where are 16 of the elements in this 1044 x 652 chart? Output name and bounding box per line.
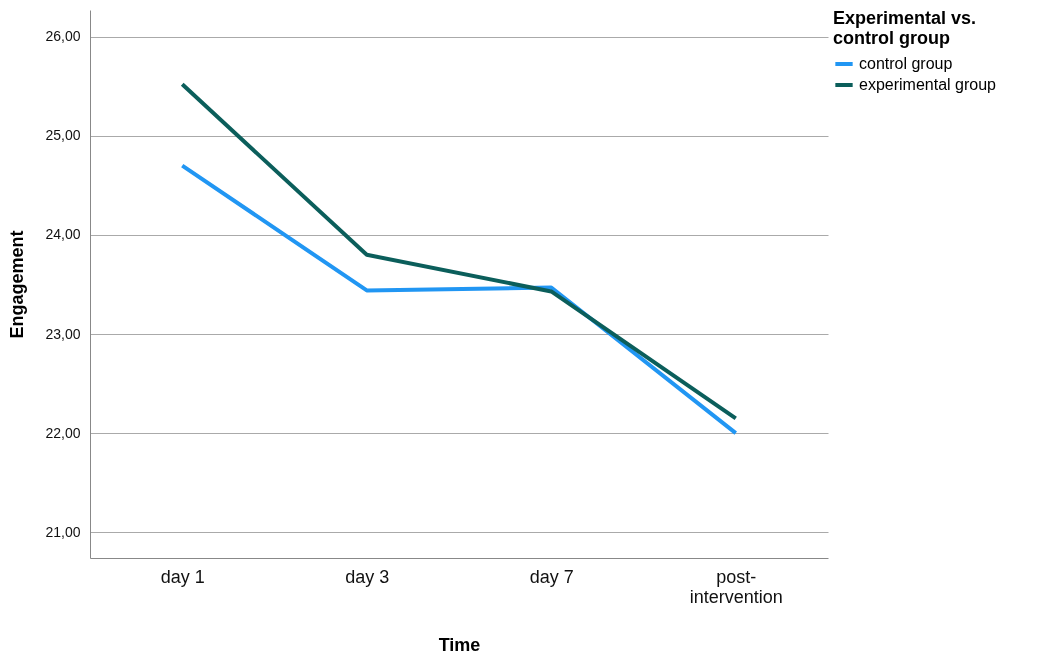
y-axis-title: Engagement	[7, 230, 28, 339]
y-tick-label: 22,00	[45, 424, 81, 441]
line-series	[180, 82, 738, 421]
y-tick-label: 25,00	[45, 127, 81, 144]
legend-label: experimental group	[859, 76, 997, 93]
x-axis-title: Time	[438, 634, 481, 652]
legend-label: control group	[859, 55, 953, 72]
y-tick-label: 24,00	[45, 226, 81, 243]
x-tick-label: day 1	[160, 566, 205, 587]
legend-title: Experimental vs. control group	[833, 8, 977, 48]
x-tick-label: day 3	[345, 566, 390, 587]
x-tick-label: day 7	[529, 566, 574, 587]
y-tick-label: 26,00	[45, 28, 81, 45]
y-tick-label: 23,00	[45, 325, 81, 342]
y-tick-label: 21,00	[45, 523, 81, 540]
x-tick-label: post-intervention	[689, 566, 783, 607]
